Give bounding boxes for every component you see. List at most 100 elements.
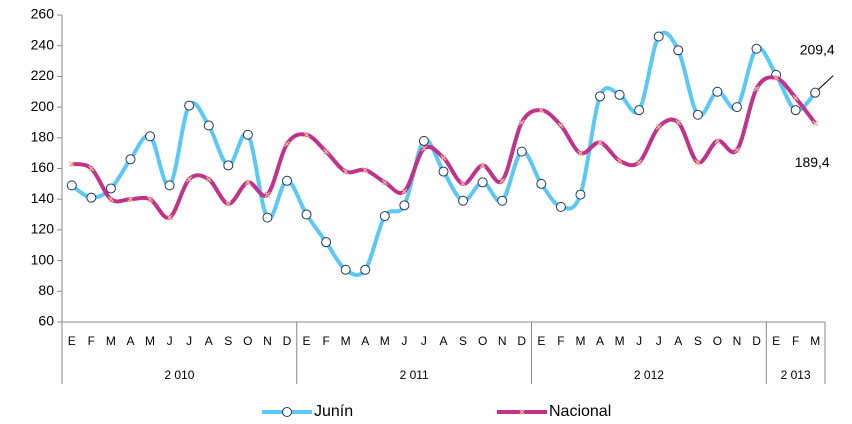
y-tick-label: 140	[31, 190, 55, 206]
point-marker	[379, 211, 390, 222]
y-tick-label: 80	[38, 282, 54, 298]
point-marker	[223, 160, 234, 171]
x-tick-label: E	[772, 334, 780, 348]
point-marker	[714, 137, 721, 144]
y-tick-label: 160	[31, 159, 55, 175]
point-marker	[479, 162, 486, 169]
x-tick-label: O	[478, 334, 487, 348]
x-tick-label: S	[694, 334, 702, 348]
x-tick-label: N	[498, 334, 507, 348]
point-marker	[166, 214, 173, 221]
point-marker	[753, 85, 760, 92]
point-marker	[68, 160, 75, 167]
y-tick-label: 220	[31, 67, 55, 83]
y-tick-label: 180	[31, 129, 55, 145]
point-marker	[597, 139, 603, 146]
point-marker	[66, 180, 77, 191]
x-tick-label: E	[68, 334, 76, 348]
point-marker	[262, 212, 273, 223]
point-marker	[244, 179, 251, 186]
legend-marker	[519, 409, 525, 415]
x-tick-label: S	[459, 334, 467, 348]
point-marker	[458, 195, 469, 206]
point-marker	[518, 119, 525, 126]
x-tick-label: M	[810, 334, 820, 348]
x-tick-label: M	[341, 334, 351, 348]
point-marker	[147, 196, 153, 203]
point-marker	[499, 177, 506, 184]
x-tick-label: S	[224, 334, 232, 348]
x-tick-label: A	[126, 334, 134, 348]
point-marker	[301, 209, 312, 220]
point-marker	[812, 120, 819, 127]
point-marker	[790, 105, 801, 116]
point-marker	[242, 129, 253, 140]
point-marker	[303, 131, 310, 138]
y-tick-label: 120	[31, 221, 55, 237]
point-marker	[577, 150, 584, 157]
x-tick-label: F	[792, 334, 799, 348]
point-marker	[440, 154, 447, 161]
point-marker	[362, 167, 369, 173]
x-tick-label: A	[439, 334, 447, 348]
point-marker	[203, 120, 214, 131]
point-marker	[381, 179, 388, 186]
point-marker	[636, 159, 643, 166]
x-tick-label: J	[167, 334, 173, 348]
x-tick-label: D	[517, 334, 526, 348]
point-marker	[88, 165, 95, 172]
point-marker	[340, 264, 351, 275]
point-marker	[323, 148, 330, 155]
point-marker	[536, 178, 547, 189]
x-tick-label: J	[421, 334, 427, 348]
data-label: 189,4	[795, 154, 830, 170]
y-tick-label: 260	[31, 6, 55, 22]
point-marker	[692, 109, 703, 120]
point-marker	[595, 91, 606, 102]
point-marker	[401, 188, 408, 195]
point-marker	[575, 189, 586, 200]
x-tick-label: J	[401, 334, 407, 348]
x-tick-label: M	[145, 334, 155, 348]
point-marker	[538, 107, 545, 114]
legend-marker	[282, 407, 292, 417]
x-tick-label: F	[88, 334, 95, 348]
point-marker	[420, 145, 427, 152]
point-marker	[264, 191, 271, 198]
x-tick-label: J	[186, 334, 192, 348]
x-tick-label: F	[557, 334, 564, 348]
data-label: 209,4	[800, 41, 835, 57]
point-marker	[360, 264, 371, 275]
point-marker	[281, 175, 292, 186]
x-tick-label: F	[322, 334, 329, 348]
point-marker	[557, 122, 564, 129]
series-line	[71, 75, 817, 220]
point-marker	[205, 176, 212, 183]
point-marker	[694, 159, 701, 166]
x-tick-label: D	[283, 334, 292, 348]
legend-label: Junín	[314, 403, 353, 420]
point-marker	[460, 180, 467, 187]
point-marker	[164, 180, 175, 191]
point-marker	[105, 183, 116, 194]
x-tick-label: M	[575, 334, 585, 348]
x-tick-label: N	[733, 334, 742, 348]
point-marker	[634, 105, 645, 116]
point-marker	[731, 102, 742, 113]
point-marker	[751, 43, 762, 54]
x-tick-label: A	[596, 334, 604, 348]
point-marker	[655, 124, 662, 131]
y-tick-label: 100	[31, 251, 55, 267]
point-marker	[186, 176, 193, 183]
point-marker	[125, 154, 136, 165]
x-tick-label: J	[656, 334, 662, 348]
point-marker	[773, 74, 780, 81]
point-marker	[497, 195, 508, 206]
point-marker	[675, 119, 682, 126]
x-tick-label: N	[263, 334, 272, 348]
point-marker	[145, 131, 156, 142]
x-tick-label: D	[752, 334, 761, 348]
point-marker	[342, 168, 349, 175]
point-marker	[792, 94, 799, 101]
